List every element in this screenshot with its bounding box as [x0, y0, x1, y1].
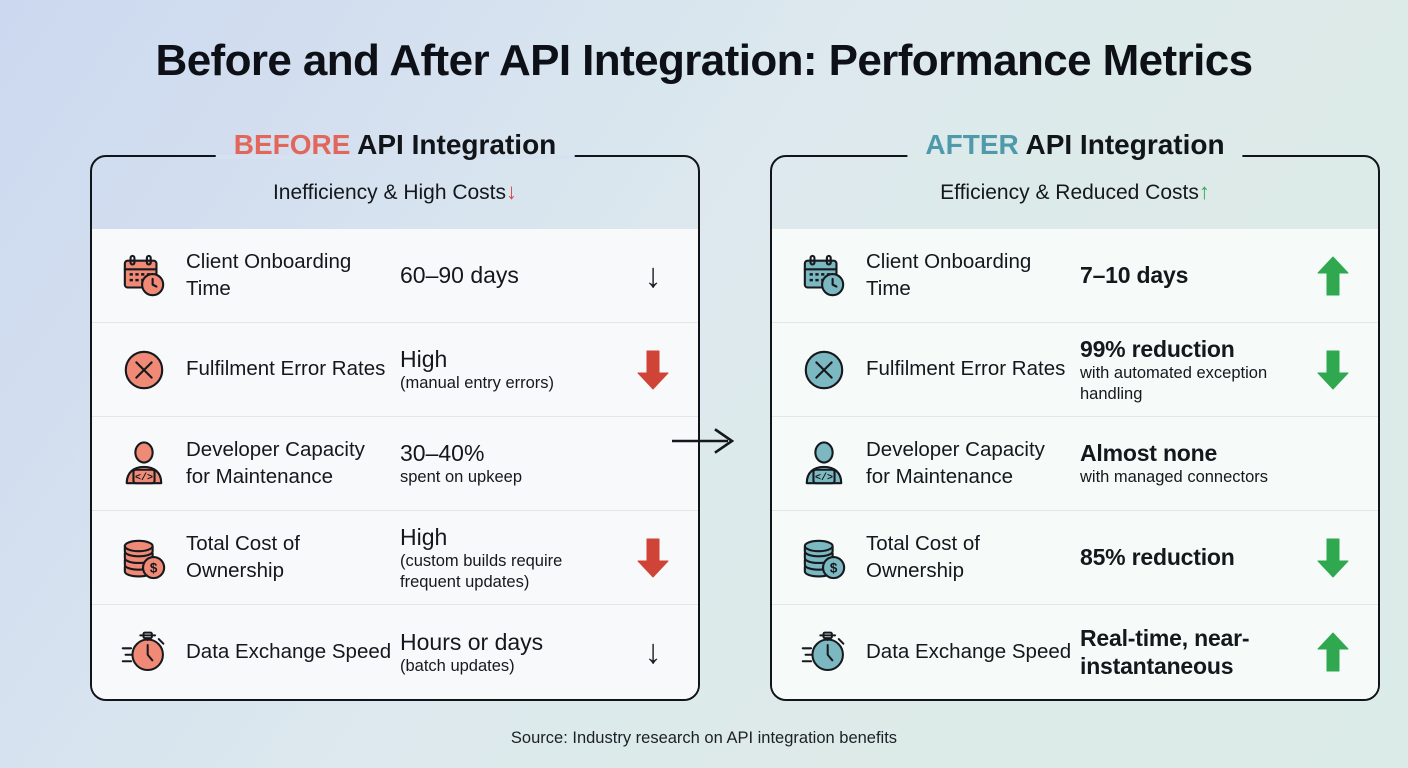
thin-down-arrow-icon: ↓ — [644, 633, 662, 671]
metric-value-sub: with automated exception handling — [1080, 364, 1268, 403]
svg-text:$: $ — [150, 560, 158, 575]
panel-after-subheading-text: Efficiency & Reduced Costs — [940, 181, 1199, 204]
panel-after-subheading: Efficiency & Reduced Costs↑ — [772, 179, 1378, 205]
metric-value: 99% reduction with automated exception ha… — [1080, 335, 1310, 403]
panel-after: AFTER API Integration Efficiency & Reduc… — [770, 131, 1380, 701]
panel-before: BEFORE API Integration Inefficiency & Hi… — [90, 131, 700, 701]
panel-before-subheading-text: Inefficiency & High Costs — [272, 181, 507, 204]
metric-value-main: 60–90 days — [400, 262, 519, 289]
before-to-after-arrow — [672, 428, 738, 454]
metric-value-main: 85% reduction — [1080, 544, 1235, 571]
stopwatch-icon — [114, 629, 174, 675]
table-row: Fulfilment Error Rates High (manual entry … — [92, 323, 698, 417]
metric-value: 30–40% spent on upkeep — [400, 439, 630, 487]
calendar-clock-icon — [114, 253, 174, 299]
table-row: Client Onboarding Time 7–10 days — [772, 229, 1378, 323]
metric-value: 85% reduction — [1080, 543, 1310, 571]
panel-before-header: BEFORE API Integration Inefficiency & Hi… — [92, 131, 698, 229]
metric-label: Developer Capacity for Maintenance — [186, 437, 365, 488]
calendar-clock-icon — [794, 253, 854, 299]
panel-after-title-rest: API Integration — [1018, 129, 1225, 160]
panel-after-title: AFTER API Integration — [909, 131, 1240, 159]
table-row: Data Exchange Speed Hours or days (batch u… — [92, 605, 698, 699]
panels-container: BEFORE API Integration Inefficiency & Hi… — [0, 131, 1408, 701]
metric-label: Client Onboarding Time — [866, 249, 1032, 300]
metric-label: Fulfilment Error Rates — [866, 357, 1066, 381]
panel-before-accent-word: BEFORE — [233, 129, 351, 160]
metric-label: Total Cost of Ownership — [186, 531, 300, 582]
thin-down-arrow-icon: ↓ — [644, 256, 662, 295]
metric-value: Almost none with managed connectors — [1080, 439, 1310, 487]
developer-person-code-icon: </> — [114, 440, 174, 487]
metric-value: Real-time, near-instantaneous — [1080, 624, 1310, 680]
table-row: </> Developer Capacity for Maintenance Al… — [772, 417, 1378, 511]
panel-before-title-rest: API Integration — [350, 129, 557, 160]
bold-up-arrow-icon — [1310, 631, 1356, 673]
panel-before-rows: Client Onboarding Time 60–90 days ↓ Fulfil… — [92, 229, 698, 699]
metric-value-main: Real-time, near-instantaneous — [1080, 624, 1250, 679]
metric-value: High (custom builds require frequent upda… — [400, 523, 630, 591]
svg-text:</>: </> — [135, 471, 153, 483]
panel-before-subheading: Inefficiency & High Costs↓ — [92, 179, 698, 205]
metric-value: 60–90 days — [400, 261, 630, 289]
metric-value-main: High — [400, 346, 448, 373]
metric-value: High (manual entry errors) — [400, 345, 630, 393]
bold-down-arrow-icon — [1310, 537, 1356, 579]
metric-value-main: Hours or days — [400, 628, 544, 655]
panel-before-title-notch — [215, 155, 575, 159]
panel-after-header: AFTER API Integration Efficiency & Reduc… — [772, 131, 1378, 229]
metric-value-main: 30–40% — [400, 440, 485, 467]
coin-stack-dollar-icon: $ — [794, 535, 854, 581]
metric-value: Hours or days (batch updates) — [400, 628, 630, 676]
coin-stack-dollar-icon: $ — [114, 535, 174, 581]
panel-after-rows: Client Onboarding Time 7–10 days Fulfilme… — [772, 229, 1378, 699]
metric-value-main: High — [400, 524, 448, 551]
bold-down-arrow-icon — [1310, 349, 1356, 391]
bold-down-arrow-icon — [630, 349, 676, 391]
metric-label: Data Exchange Speed — [186, 639, 392, 663]
metric-value-sub: spent on upkeep — [400, 468, 523, 487]
metric-label: Fulfilment Error Rates — [186, 357, 386, 381]
metric-value-main: Almost none — [1080, 440, 1218, 467]
metric-value-sub: (manual entry errors) — [400, 374, 555, 393]
footer-source: Source: Industry research on API integra… — [510, 729, 898, 747]
svg-text:$: $ — [830, 560, 838, 575]
error-circle-x-icon — [114, 347, 174, 393]
table-row: $ Total Cost of Ownership 85% reduction — [772, 511, 1378, 605]
metric-label: Client Onboarding Time — [186, 249, 352, 300]
table-row: Data Exchange Speed Real-time, near-insta… — [772, 605, 1378, 699]
down-arrow-icon: ↓ — [506, 179, 518, 204]
table-row: $ Total Cost of Ownership High (custom bui… — [92, 511, 698, 605]
metric-value-main: 7–10 days — [1080, 262, 1189, 289]
bold-down-arrow-icon — [630, 537, 676, 579]
panel-after-accent-word: AFTER — [925, 129, 1019, 160]
panel-before-title: BEFORE API Integration — [218, 131, 573, 159]
panel-after-title-notch — [907, 155, 1243, 159]
metric-value-sub: with managed connectors — [1080, 468, 1269, 487]
svg-text:</>: </> — [815, 471, 833, 483]
metric-label: Developer Capacity for Maintenance — [866, 437, 1045, 488]
metric-value-main: 99% reduction — [1080, 336, 1235, 363]
table-row: Client Onboarding Time 60–90 days ↓ — [92, 229, 698, 323]
up-arrow-icon: ↑ — [1198, 179, 1210, 204]
table-row: Fulfilment Error Rates 99% reduction with … — [772, 323, 1378, 417]
table-row: </> Developer Capacity for Maintenance 30… — [92, 417, 698, 511]
metric-value: 7–10 days — [1080, 261, 1310, 289]
bold-up-arrow-icon — [1310, 255, 1356, 297]
error-circle-x-icon — [794, 347, 854, 393]
developer-person-code-icon: </> — [794, 440, 854, 487]
metric-value-sub: (custom builds require frequent updates) — [400, 552, 563, 591]
metric-label: Total Cost of Ownership — [866, 531, 980, 582]
metric-label: Data Exchange Speed — [866, 639, 1072, 663]
page-title: Before and After API Integration: Perfor… — [155, 36, 1254, 85]
metric-value-sub: (batch updates) — [400, 656, 515, 675]
stopwatch-icon — [794, 629, 854, 675]
